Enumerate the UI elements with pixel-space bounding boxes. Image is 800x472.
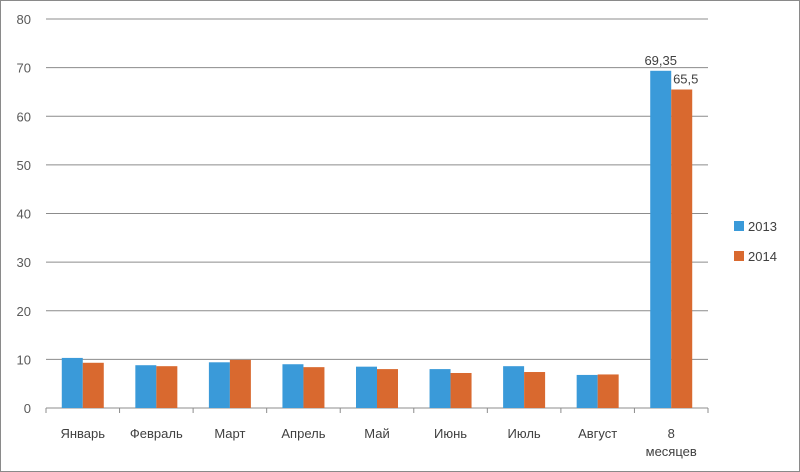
- x-tick-label: Январь: [60, 426, 105, 441]
- bar-2013: [356, 366, 377, 408]
- data-label: 65,5: [673, 72, 698, 87]
- bar-2014: [524, 372, 546, 408]
- x-tick-label: Март: [214, 426, 245, 441]
- legend-swatch-2013: [734, 221, 744, 231]
- bar-2014: [450, 372, 472, 408]
- bar-2014: [671, 89, 693, 408]
- legend-label-2013: 2013: [748, 218, 777, 234]
- y-tick-label: 20: [17, 304, 31, 319]
- legend-label-2014: 2014: [748, 248, 777, 264]
- bar-2014: [303, 367, 325, 408]
- y-tick-label: 70: [17, 61, 31, 76]
- bar-2014: [156, 366, 178, 408]
- bar-2014: [229, 359, 251, 408]
- legend-item-2013: 2013: [734, 211, 777, 241]
- bar-2013: [576, 374, 598, 408]
- legend-item-2014: 2014: [734, 241, 777, 271]
- x-tick-label: 8 месяцев: [646, 426, 697, 459]
- y-tick-label: 80: [17, 12, 31, 27]
- data-label: 69,35: [644, 53, 677, 68]
- x-tick-label: Июнь: [434, 426, 467, 441]
- bar-2013: [135, 365, 157, 408]
- y-tick-label: 0: [24, 401, 31, 416]
- y-tick-label: 30: [17, 255, 31, 270]
- x-tick-label: Май: [364, 426, 389, 441]
- bar-2013: [429, 369, 451, 408]
- bar-2013: [503, 366, 525, 408]
- y-tick-label: 10: [17, 352, 31, 367]
- chart-legend: 2013 2014: [734, 211, 777, 271]
- legend-swatch-2014: [734, 251, 744, 261]
- bar-2013: [208, 362, 230, 408]
- x-tick-label: Апрель: [281, 426, 325, 441]
- x-tick-label: Июль: [508, 426, 541, 441]
- bar-2014: [82, 362, 104, 408]
- bar-2013: [650, 70, 672, 409]
- bar-2013: [61, 357, 83, 408]
- bar-2014: [597, 374, 619, 408]
- y-tick-label: 50: [17, 158, 31, 173]
- y-tick-label: 60: [17, 109, 31, 124]
- x-tick-label: Август: [578, 426, 617, 441]
- x-tick-label: Февраль: [130, 426, 183, 441]
- y-tick-label: 40: [17, 207, 31, 222]
- bar-2014: [377, 369, 398, 408]
- bar-2013: [282, 364, 304, 408]
